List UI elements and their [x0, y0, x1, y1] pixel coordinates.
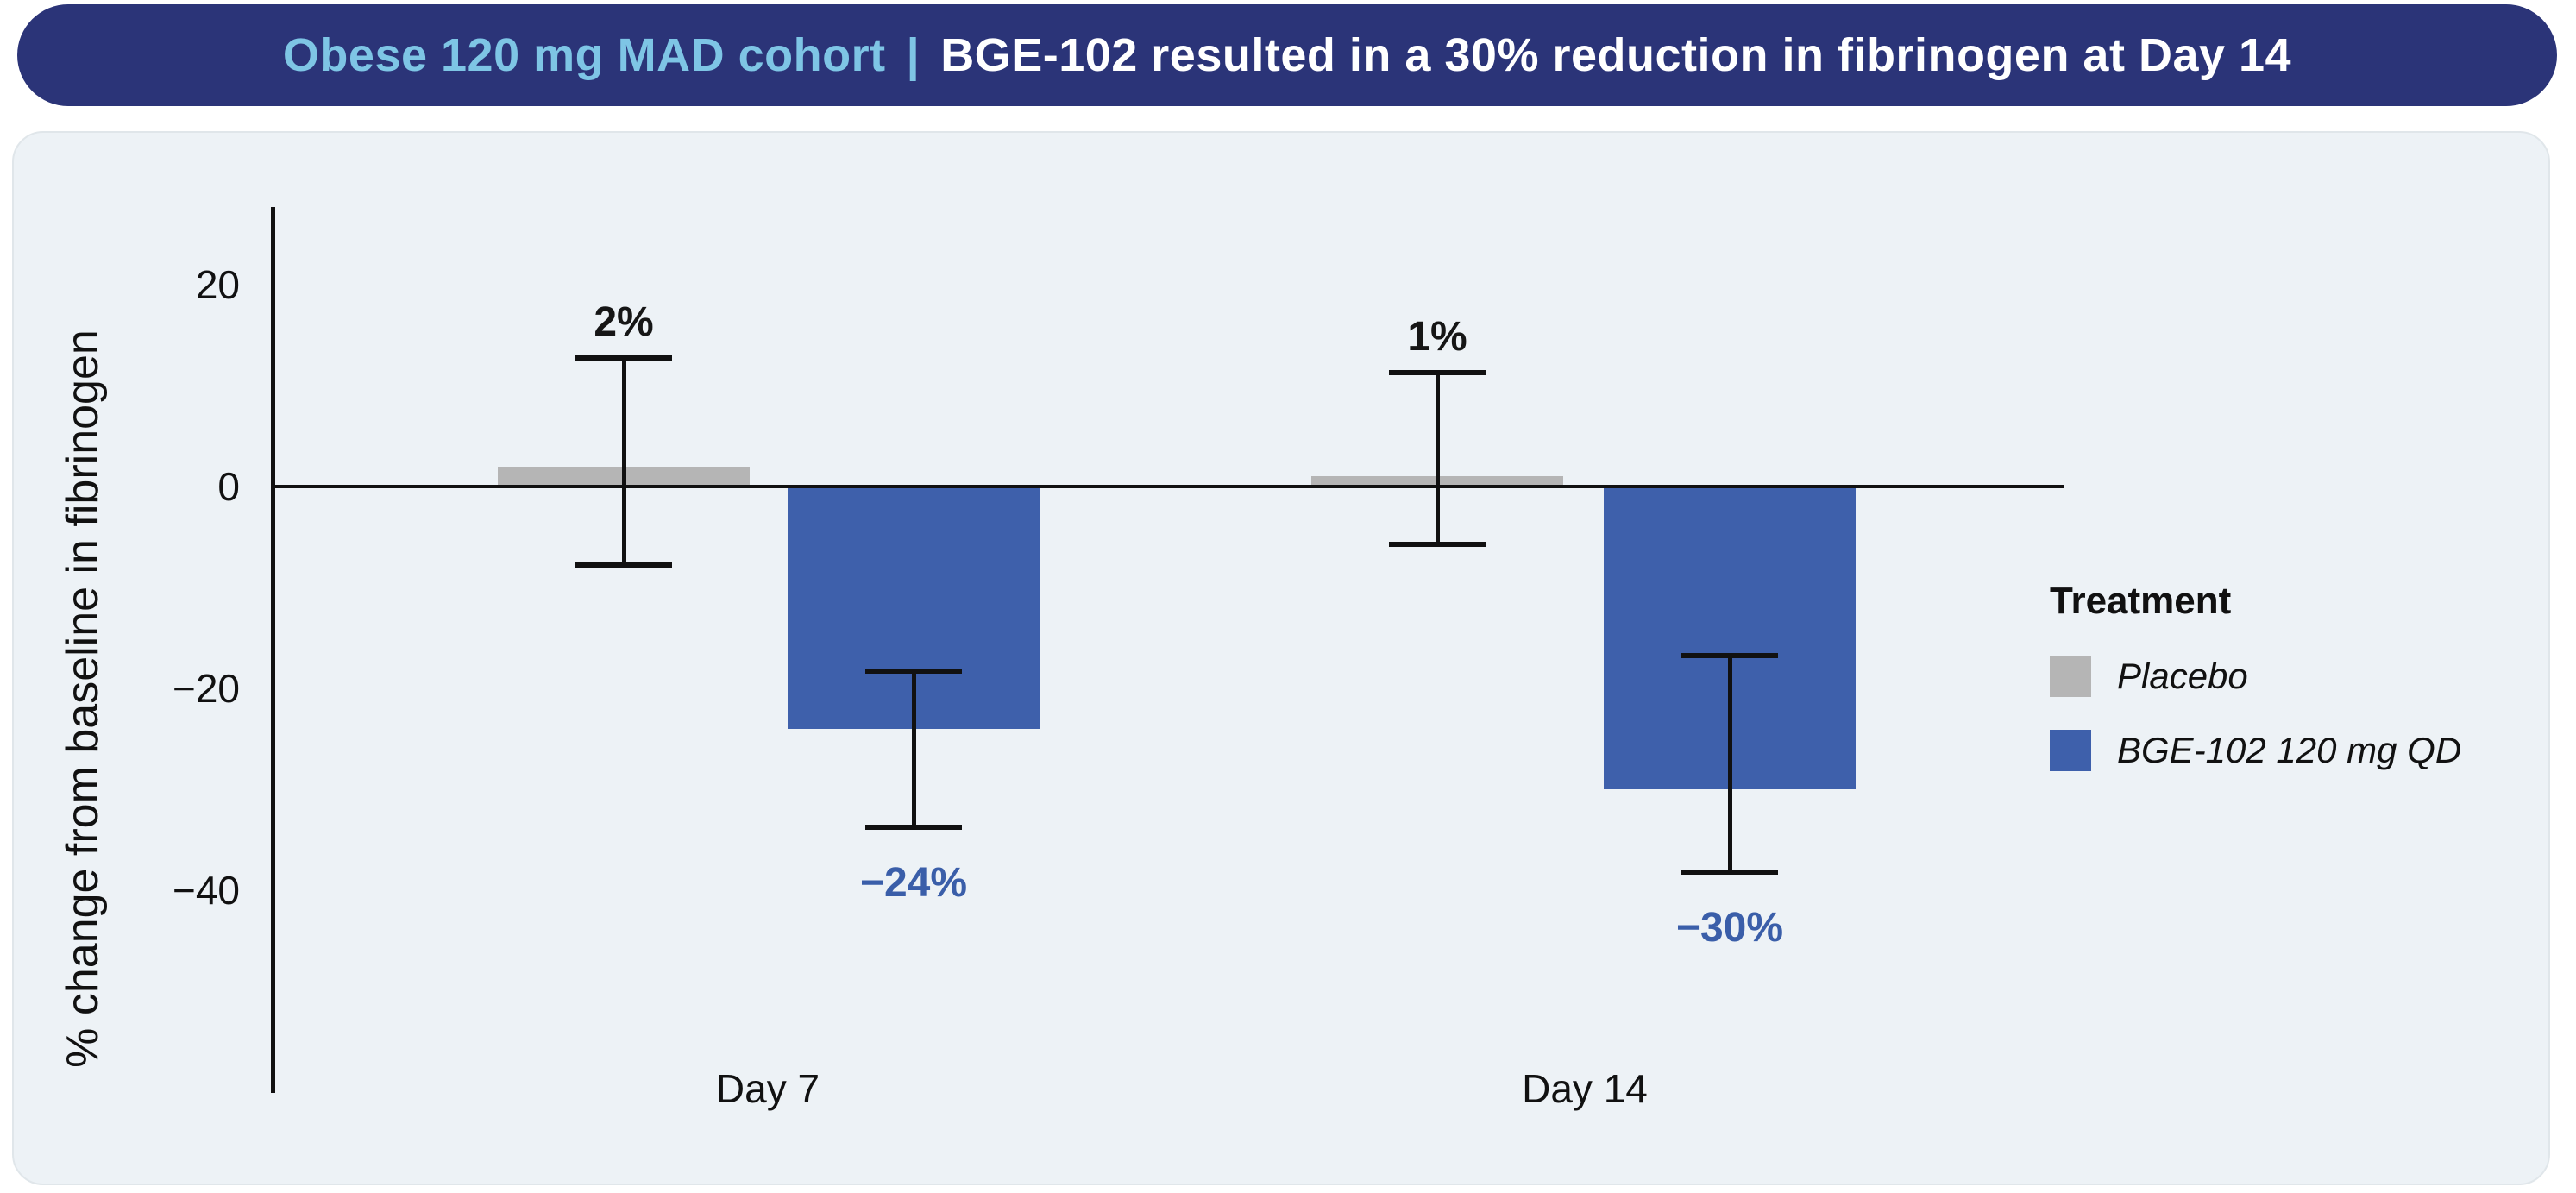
- title-banner: Obese 120 mg MAD cohort | BGE-102 result…: [17, 4, 2557, 106]
- value-label-bge102-day7: −24%: [859, 859, 968, 906]
- error-stem: [621, 355, 626, 568]
- error-cap-bottom: [865, 824, 962, 830]
- y-axis-line: [271, 207, 275, 1093]
- error-bar-bge102-day14: [1681, 653, 1778, 876]
- error-bar-bge102-day7: [865, 668, 962, 830]
- legend: Treatment Placebo BGE-102 120 mg QD: [2050, 580, 2461, 771]
- legend-label-placebo: Placebo: [2117, 656, 2248, 696]
- x-label-day14: Day 14: [1522, 1066, 1648, 1111]
- chart-panel: [12, 131, 2550, 1185]
- banner-cohort-label: Obese 120 mg MAD cohort: [282, 29, 886, 81]
- banner-separator: |: [906, 29, 920, 81]
- value-label-placebo-day14: 1%: [1407, 314, 1467, 361]
- error-bar-placebo-day7: [575, 355, 672, 568]
- value-label-bge102-day14: −30%: [1675, 905, 1784, 951]
- banner-message: BGE-102 resulted in a 30% reduction in f…: [940, 29, 2292, 81]
- legend-swatch-bge102: [2050, 730, 2091, 771]
- legend-item-placebo: Placebo: [2050, 656, 2461, 697]
- x-label-day7: Day 7: [715, 1066, 820, 1111]
- y-tick-neg40: −40: [172, 868, 240, 913]
- error-cap-bottom: [575, 562, 672, 568]
- y-tick-20: 20: [195, 262, 240, 307]
- legend-label-bge102: BGE-102 120 mg QD: [2117, 730, 2462, 770]
- error-stem: [911, 668, 916, 830]
- legend-swatch-placebo: [2050, 656, 2091, 697]
- error-bar-placebo-day14: [1389, 370, 1486, 548]
- error-cap-bottom: [1389, 542, 1486, 548]
- y-tick-neg20: −20: [172, 666, 240, 711]
- value-label-placebo-day7: 2%: [594, 298, 654, 345]
- legend-title: Treatment: [2050, 580, 2232, 622]
- legend-item-bge102: BGE-102 120 mg QD: [2050, 730, 2461, 771]
- y-tick-0: 0: [217, 464, 240, 509]
- error-stem: [1435, 370, 1440, 548]
- error-stem: [1727, 653, 1732, 876]
- zero-line: [273, 485, 2064, 488]
- error-cap-bottom: [1681, 870, 1778, 876]
